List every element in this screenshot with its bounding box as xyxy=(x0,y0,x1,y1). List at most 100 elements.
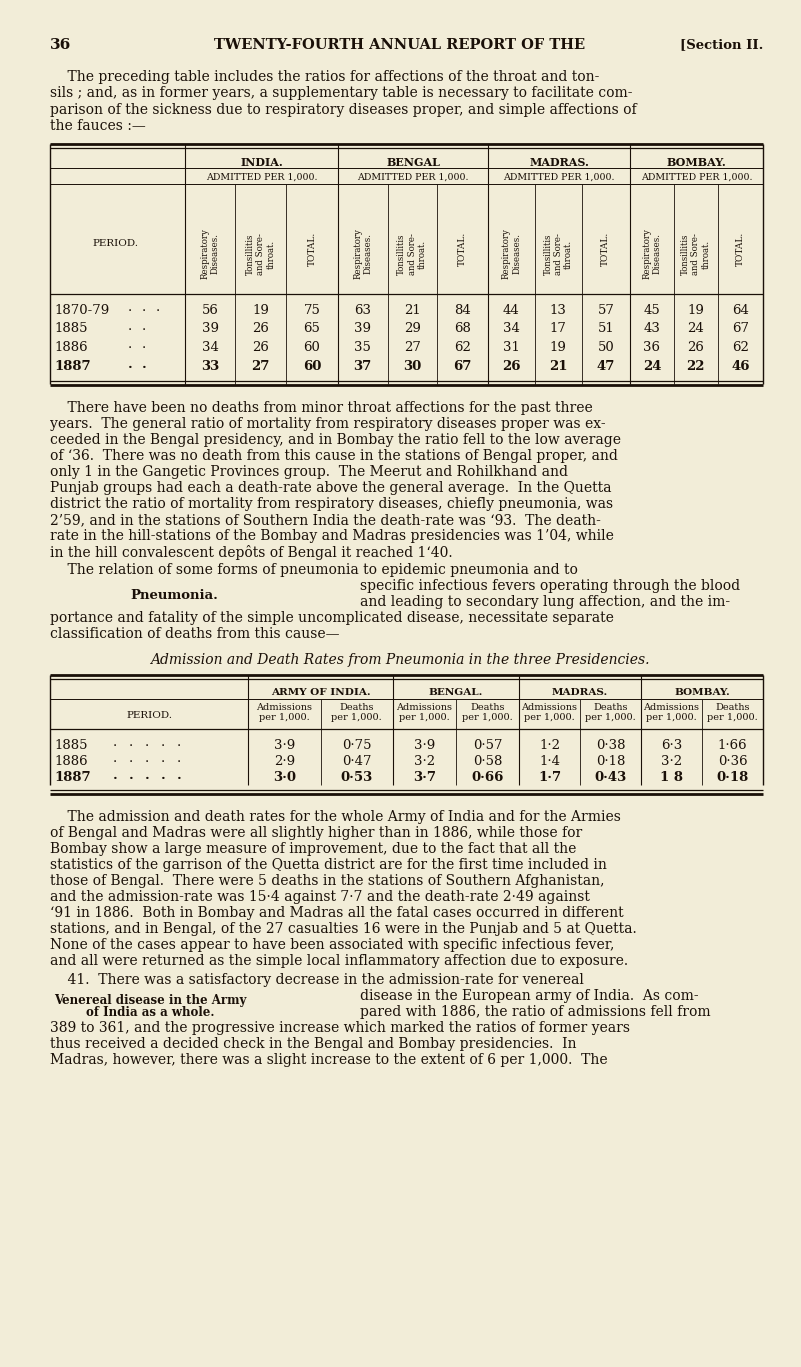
Text: Deaths
per 1,000.: Deaths per 1,000. xyxy=(585,703,636,722)
Text: Punjab groups had each a death-rate above the general average.  In the Quetta: Punjab groups had each a death-rate abov… xyxy=(50,481,611,495)
Text: ·: · xyxy=(142,342,146,355)
Text: 26: 26 xyxy=(687,340,704,354)
Text: 27: 27 xyxy=(252,360,270,372)
Text: 56: 56 xyxy=(202,303,219,317)
Text: ·: · xyxy=(142,361,147,373)
Text: 62: 62 xyxy=(454,340,471,354)
Text: 46: 46 xyxy=(731,360,750,372)
Text: 0·66: 0·66 xyxy=(471,771,504,785)
Text: 1887: 1887 xyxy=(54,771,91,785)
Text: and all were returned as the simple local inflammatory affection due to exposure: and all were returned as the simple loca… xyxy=(50,954,628,968)
Text: 45: 45 xyxy=(643,303,660,317)
Text: PERIOD.: PERIOD. xyxy=(92,239,138,249)
Text: Admissions
per 1,000.: Admissions per 1,000. xyxy=(256,703,312,722)
Text: disease in the European army of India.  As com-: disease in the European army of India. A… xyxy=(360,988,698,1003)
Text: 37: 37 xyxy=(353,360,372,372)
Text: BOMBAY.: BOMBAY. xyxy=(666,157,727,168)
Text: BOMBAY.: BOMBAY. xyxy=(674,688,730,697)
Text: portance and fatality of the simple uncomplicated disease, necessitate separate: portance and fatality of the simple unco… xyxy=(50,611,614,625)
Text: 0·58: 0·58 xyxy=(473,755,502,768)
Text: 0·18: 0·18 xyxy=(716,771,749,785)
Text: Respiratory
Diseases.: Respiratory Diseases. xyxy=(642,228,662,279)
Text: ·: · xyxy=(177,740,181,753)
Text: The preceding table includes the ratios for affections of the throat and ton-: The preceding table includes the ratios … xyxy=(50,70,599,83)
Text: rate in the hill-stations of the Bombay and Madras presidencies was 1’04, while: rate in the hill-stations of the Bombay … xyxy=(50,529,614,543)
Text: ·: · xyxy=(142,305,146,319)
Text: ·: · xyxy=(145,772,149,785)
Text: 68: 68 xyxy=(454,323,471,335)
Text: 0·36: 0·36 xyxy=(718,755,747,768)
Text: 34: 34 xyxy=(503,323,520,335)
Text: Deaths
per 1,000.: Deaths per 1,000. xyxy=(707,703,758,722)
Text: Tonsillitis
and Sore-
throat.: Tonsillitis and Sore- throat. xyxy=(543,232,574,275)
Text: 1885: 1885 xyxy=(54,323,87,335)
Text: 65: 65 xyxy=(304,323,320,335)
Text: Tonsillitis
and Sore-
throat.: Tonsillitis and Sore- throat. xyxy=(397,232,427,275)
Text: statistics of the garrison of the Quetta district are for the first time include: statistics of the garrison of the Quetta… xyxy=(50,858,607,872)
Text: in the hill convalescent depôts of Bengal it reached 1‘40.: in the hill convalescent depôts of Benga… xyxy=(50,545,453,560)
Text: Tonsillitis
and Sore-
throat.: Tonsillitis and Sore- throat. xyxy=(246,232,276,275)
Text: 24: 24 xyxy=(642,360,661,372)
Text: 26: 26 xyxy=(502,360,521,372)
Text: MADRAS.: MADRAS. xyxy=(529,157,589,168)
Text: 24: 24 xyxy=(687,323,704,335)
Text: ·: · xyxy=(161,772,165,785)
Text: 26: 26 xyxy=(252,323,269,335)
Text: Respiratory
Diseases.: Respiratory Diseases. xyxy=(200,228,220,279)
Text: thus received a decided check in the Bengal and Bombay presidencies.  In: thus received a decided check in the Ben… xyxy=(50,1038,577,1051)
Text: Admissions
per 1,000.: Admissions per 1,000. xyxy=(643,703,699,722)
Text: ·: · xyxy=(161,756,165,770)
Text: 1885: 1885 xyxy=(54,740,87,752)
Text: 31: 31 xyxy=(503,340,520,354)
Text: 0·38: 0·38 xyxy=(596,740,626,752)
Text: pared with 1886, the ratio of admissions fell from: pared with 1886, the ratio of admissions… xyxy=(360,1005,710,1018)
Text: 3·0: 3·0 xyxy=(273,771,296,785)
Text: 26: 26 xyxy=(252,340,269,354)
Text: [Section II.: [Section II. xyxy=(679,38,763,51)
Text: 3·7: 3·7 xyxy=(413,771,436,785)
Text: TOTAL.: TOTAL. xyxy=(602,232,610,267)
Text: 84: 84 xyxy=(454,303,471,317)
Text: 60: 60 xyxy=(303,360,321,372)
Text: 13: 13 xyxy=(549,303,567,317)
Text: ·: · xyxy=(127,361,132,373)
Text: ADMITTED PER 1,000.: ADMITTED PER 1,000. xyxy=(641,174,752,182)
Text: specific infectious fevers operating through the blood: specific infectious fevers operating thr… xyxy=(360,580,740,593)
Text: Respiratory
Diseases.: Respiratory Diseases. xyxy=(501,228,521,279)
Text: TOTAL.: TOTAL. xyxy=(736,232,745,267)
Text: 33: 33 xyxy=(201,360,219,372)
Text: and leading to secondary lung affection, and the im-: and leading to secondary lung affection,… xyxy=(360,595,731,610)
Text: Admissions
per 1,000.: Admissions per 1,000. xyxy=(396,703,453,722)
Text: 36: 36 xyxy=(50,38,71,52)
Text: classification of deaths from this cause—: classification of deaths from this cause… xyxy=(50,627,340,641)
Text: 1 8: 1 8 xyxy=(660,771,683,785)
Text: Respiratory
Diseases.: Respiratory Diseases. xyxy=(353,228,372,279)
Text: Deaths
per 1,000.: Deaths per 1,000. xyxy=(462,703,513,722)
Text: The relation of some forms of pneumonia to epidemic pneumonia and to: The relation of some forms of pneumonia … xyxy=(50,563,578,577)
Text: 2’59, and in the stations of Southern India the death-rate was ‘93.  The death-: 2’59, and in the stations of Southern In… xyxy=(50,513,601,528)
Text: ADMITTED PER 1,000.: ADMITTED PER 1,000. xyxy=(206,174,317,182)
Text: Tonsillitis
and Sore-
throat.: Tonsillitis and Sore- throat. xyxy=(681,232,710,275)
Text: 0·75: 0·75 xyxy=(342,740,372,752)
Text: TWENTY-FOURTH ANNUAL REPORT OF THE: TWENTY-FOURTH ANNUAL REPORT OF THE xyxy=(215,38,586,52)
Text: 1870-79: 1870-79 xyxy=(54,303,109,317)
Text: ADMITTED PER 1,000.: ADMITTED PER 1,000. xyxy=(357,174,469,182)
Text: 1886: 1886 xyxy=(54,755,87,768)
Text: 35: 35 xyxy=(354,340,371,354)
Text: TOTAL.: TOTAL. xyxy=(308,232,316,267)
Text: 1886: 1886 xyxy=(54,340,87,354)
Text: 2·9: 2·9 xyxy=(274,755,295,768)
Text: 1·66: 1·66 xyxy=(718,740,747,752)
Text: 75: 75 xyxy=(304,303,320,317)
Text: Admission and Death Rates from Pneumonia in the three Presidencies.: Admission and Death Rates from Pneumonia… xyxy=(151,653,650,667)
Text: and the admission-rate was 15·4 against 7·7 and the death-rate 2·49 against: and the admission-rate was 15·4 against … xyxy=(50,890,590,904)
Text: 67: 67 xyxy=(453,360,472,372)
Text: ·: · xyxy=(177,756,181,770)
Text: ·: · xyxy=(129,740,133,753)
Text: 47: 47 xyxy=(597,360,615,372)
Text: 57: 57 xyxy=(598,303,614,317)
Text: 3·9: 3·9 xyxy=(274,740,295,752)
Text: only 1 in the Gangetic Provinces group.  The Meerut and Rohilkhand and: only 1 in the Gangetic Provinces group. … xyxy=(50,465,568,478)
Text: 19: 19 xyxy=(687,303,704,317)
Text: 36: 36 xyxy=(643,340,661,354)
